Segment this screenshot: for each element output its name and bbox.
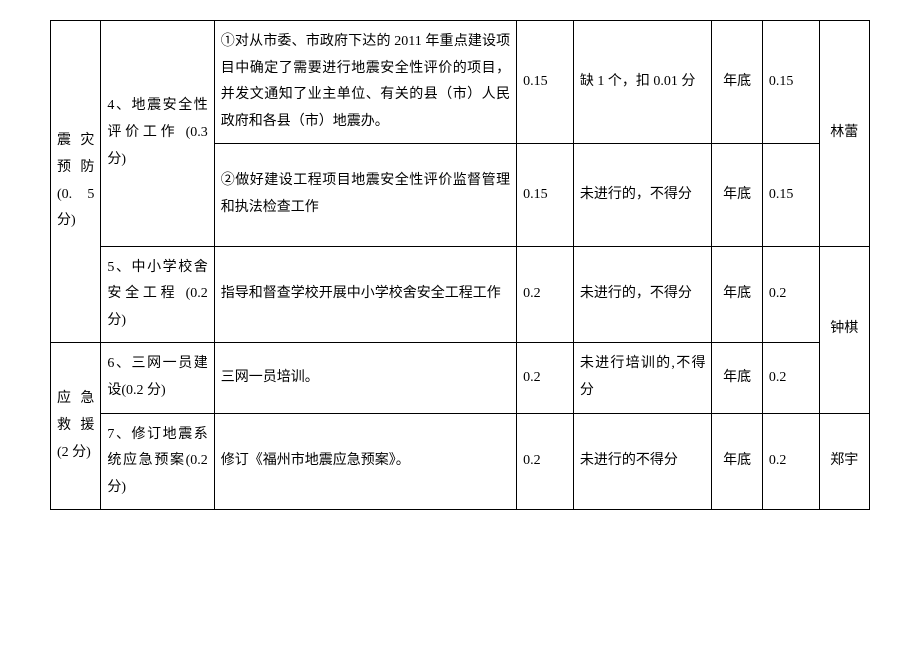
- item-cell: 7、修订地震系统应急预案(0.2 分): [101, 413, 214, 510]
- table-row: 震灾预防 (0. 5 分) 4、地震安全性评价工作 (0.3 分) ①对从市委、…: [51, 21, 870, 144]
- evaluation-table: 震灾预防 (0. 5 分) 4、地震安全性评价工作 (0.3 分) ①对从市委、…: [50, 20, 870, 510]
- criteria-cell: 未进行的不得分: [573, 413, 712, 510]
- category-cell: 震灾预防 (0. 5 分): [51, 21, 101, 343]
- criteria-cell: 未进行的，不得分: [573, 144, 712, 246]
- time-cell: 年底: [712, 413, 762, 510]
- criteria-cell: 缺 1 个，扣 0.01 分: [573, 21, 712, 144]
- table-row: 应急救援 (2 分) 6、三网一员建设(0.2 分) 三网一员培训。 0.2 未…: [51, 343, 870, 413]
- score2-cell: 0.15: [762, 21, 819, 144]
- item-cell: 5、中小学校舍安全工程 (0.2 分): [101, 246, 214, 343]
- score2-cell: 0.2: [762, 413, 819, 510]
- score-cell: 0.15: [517, 144, 574, 246]
- item-cell: 4、地震安全性评价工作 (0.3 分): [101, 21, 214, 247]
- content-cell: 指导和督查学校开展中小学校舍安全工程工作: [214, 246, 516, 343]
- person-cell: 钟棋: [819, 246, 869, 413]
- person-cell: 郑宇: [819, 413, 869, 510]
- criteria-cell: 未进行培训的,不得分: [573, 343, 712, 413]
- score-cell: 0.2: [517, 413, 574, 510]
- person-cell: 林蕾: [819, 21, 869, 247]
- table-row: 5、中小学校舍安全工程 (0.2 分) 指导和督查学校开展中小学校舍安全工程工作…: [51, 246, 870, 343]
- item-cell: 6、三网一员建设(0.2 分): [101, 343, 214, 413]
- score2-cell: 0.2: [762, 343, 819, 413]
- score2-cell: 0.2: [762, 246, 819, 343]
- criteria-cell: 未进行的，不得分: [573, 246, 712, 343]
- document-page: 震灾预防 (0. 5 分) 4、地震安全性评价工作 (0.3 分) ①对从市委、…: [0, 0, 920, 530]
- time-cell: 年底: [712, 246, 762, 343]
- score-cell: 0.15: [517, 21, 574, 144]
- content-cell: 修订《福州市地震应急预案》。: [214, 413, 516, 510]
- score-cell: 0.2: [517, 246, 574, 343]
- score2-cell: 0.15: [762, 144, 819, 246]
- content-cell: ②做好建设工程项目地震安全性评价监督管理和执法检查工作: [214, 144, 516, 246]
- time-cell: 年底: [712, 21, 762, 144]
- content-cell: 三网一员培训。: [214, 343, 516, 413]
- category-cell: 应急救援 (2 分): [51, 343, 101, 510]
- time-cell: 年底: [712, 343, 762, 413]
- score-cell: 0.2: [517, 343, 574, 413]
- time-cell: 年底: [712, 144, 762, 246]
- table-row: 7、修订地震系统应急预案(0.2 分) 修订《福州市地震应急预案》。 0.2 未…: [51, 413, 870, 510]
- content-cell: ①对从市委、市政府下达的 2011 年重点建设项目中确定了需要进行地震安全性评价…: [214, 21, 516, 144]
